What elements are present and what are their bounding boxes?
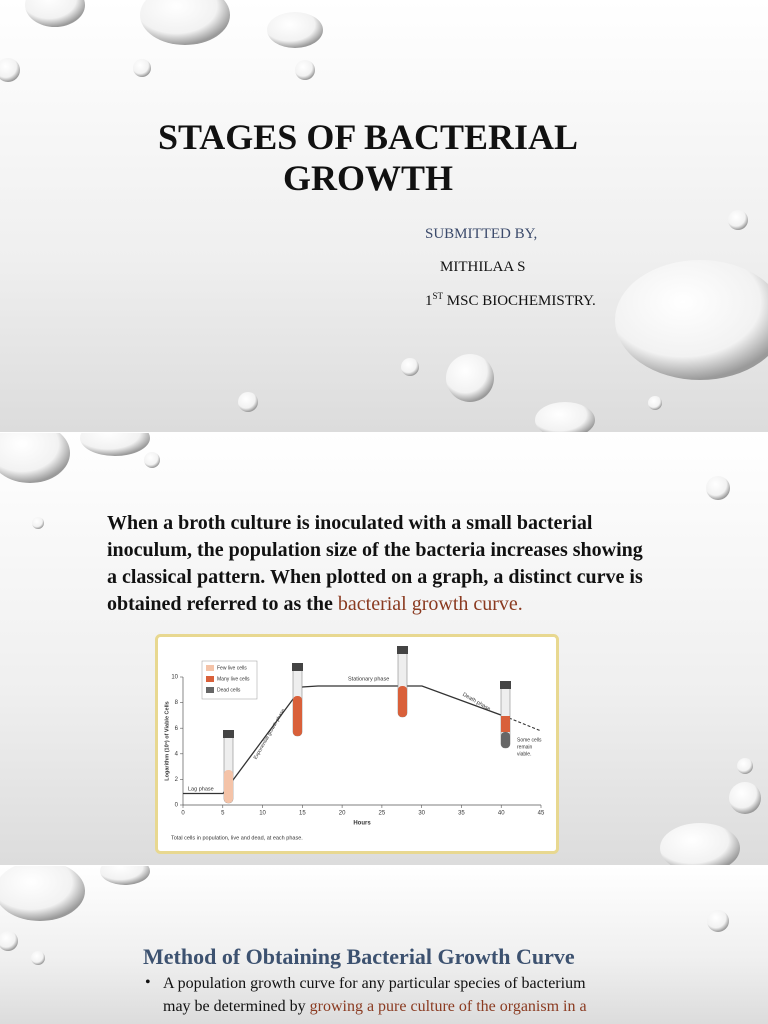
x-tick-label: 15 bbox=[299, 811, 306, 817]
course-text: MSC BIOCHEMISTRY. bbox=[443, 293, 596, 309]
drop bbox=[401, 358, 419, 376]
drop bbox=[707, 910, 729, 932]
title-line: STAGES OF BACTERIAL bbox=[157, 117, 579, 157]
y-tick-label: 10 bbox=[171, 675, 178, 681]
phase-label: Lag phase bbox=[188, 786, 214, 792]
y-tick-label: 2 bbox=[175, 777, 179, 783]
course: 1ST MSC BIOCHEMISTRY. bbox=[425, 291, 596, 310]
y-axis-title: Logarithm (10ⁿ) of Viable Cells bbox=[163, 701, 170, 780]
drop bbox=[31, 951, 45, 965]
tube-fill bbox=[398, 686, 407, 717]
y-tick-label: 4 bbox=[175, 751, 179, 757]
drop bbox=[144, 452, 160, 468]
drops bbox=[0, 433, 761, 865]
title-line: GROWTH bbox=[282, 158, 453, 198]
heading: Method of Obtaining Bacterial Growth Cur… bbox=[143, 944, 575, 969]
paragraph-line: When a broth culture is inoculated with … bbox=[107, 512, 593, 534]
drop bbox=[660, 823, 740, 865]
legend-label: Many live cells bbox=[217, 676, 250, 682]
x-tick-label: 35 bbox=[458, 811, 465, 817]
drops bbox=[0, 0, 768, 432]
tube bbox=[223, 730, 234, 804]
x-axis-title: Hours bbox=[353, 821, 371, 827]
growth-curve-figure: Few live cells Many live cells Dead cell… bbox=[155, 634, 559, 854]
drop bbox=[238, 392, 258, 412]
slide-3: Method of Obtaining Bacterial Growth Cur… bbox=[0, 866, 768, 1024]
drop bbox=[0, 58, 20, 82]
tube-cap bbox=[223, 730, 234, 738]
drop bbox=[648, 396, 662, 410]
tube bbox=[292, 663, 303, 737]
tube-cap bbox=[292, 663, 303, 671]
legend-swatch bbox=[206, 665, 214, 671]
drop bbox=[728, 210, 748, 230]
drop bbox=[446, 354, 494, 402]
paragraph-line: a classical pattern. When plotted on a g… bbox=[107, 566, 643, 588]
tube-dead bbox=[501, 732, 510, 748]
course-prefix: 1 bbox=[425, 293, 433, 309]
y-tick-label: 8 bbox=[175, 700, 179, 706]
drop bbox=[100, 866, 150, 885]
x-tick-label: 20 bbox=[339, 811, 346, 817]
paragraph-line: inoculum, the population size of the bac… bbox=[107, 539, 643, 561]
drop bbox=[0, 433, 70, 483]
note-line: Some cells bbox=[517, 737, 542, 743]
drop bbox=[615, 260, 768, 380]
drop bbox=[737, 758, 753, 774]
submitted-by: SUBMITTED BY, bbox=[425, 226, 538, 242]
legend-label: Few live cells bbox=[217, 665, 247, 671]
x-tick-label: 10 bbox=[259, 811, 266, 817]
tube-cap bbox=[500, 681, 511, 689]
x-tick-label: 45 bbox=[538, 811, 545, 817]
tube-fill bbox=[293, 696, 302, 736]
caption: Total cells in population, live and dead… bbox=[171, 835, 303, 841]
note-line: viable. bbox=[517, 751, 531, 757]
slide-1: STAGES OF BACTERIAL GROWTH SUBMITTED BY,… bbox=[0, 0, 768, 432]
drop bbox=[535, 402, 595, 432]
drop bbox=[267, 12, 323, 48]
growth-curve-tail bbox=[508, 717, 542, 732]
x-tick-label: 30 bbox=[418, 811, 425, 817]
drop bbox=[729, 782, 761, 814]
drop bbox=[0, 931, 18, 951]
legend-label: Dead cells bbox=[217, 687, 241, 693]
bullet-line: may be determined by growing a pure cult… bbox=[163, 998, 587, 1016]
drops bbox=[0, 866, 729, 965]
tube bbox=[397, 646, 408, 718]
x-tick-label: 0 bbox=[181, 811, 185, 817]
author: MITHILAA S bbox=[440, 259, 526, 275]
drop bbox=[32, 517, 44, 529]
phase-label: Stationary phase bbox=[348, 676, 389, 682]
slide-2: When a broth culture is inoculated with … bbox=[0, 433, 768, 865]
bullet-text: may be determined by bbox=[163, 998, 306, 1015]
paragraph-text: obtained referred to as the bbox=[107, 593, 333, 615]
x-tick-label: 25 bbox=[379, 811, 386, 817]
drop bbox=[140, 0, 230, 45]
bullet: • bbox=[145, 974, 151, 991]
tube-cap bbox=[397, 646, 408, 654]
tube-fill bbox=[501, 716, 510, 732]
highlight: growing a pure culture of the organism i… bbox=[309, 998, 587, 1015]
drop bbox=[133, 59, 151, 77]
legend-swatch bbox=[206, 687, 214, 693]
superscript: ST bbox=[432, 291, 444, 301]
drop bbox=[0, 866, 85, 921]
legend-swatch bbox=[206, 676, 214, 682]
bullet-line: A population growth curve for any partic… bbox=[163, 975, 586, 992]
x-tick-label: 5 bbox=[221, 811, 225, 817]
y-tick-label: 6 bbox=[175, 726, 179, 732]
tube bbox=[500, 681, 511, 749]
note-line: remain bbox=[517, 744, 533, 750]
drop bbox=[706, 476, 730, 500]
drop bbox=[295, 60, 315, 80]
y-tick-label: 0 bbox=[175, 803, 179, 809]
paragraph-line: obtained referred to as the bacterial gr… bbox=[107, 593, 523, 616]
drop bbox=[80, 433, 150, 456]
growth-curve bbox=[183, 685, 510, 795]
tube-fill bbox=[224, 770, 233, 803]
x-tick-label: 40 bbox=[498, 811, 505, 817]
highlight: bacterial growth curve. bbox=[337, 593, 523, 615]
drop bbox=[25, 0, 85, 27]
